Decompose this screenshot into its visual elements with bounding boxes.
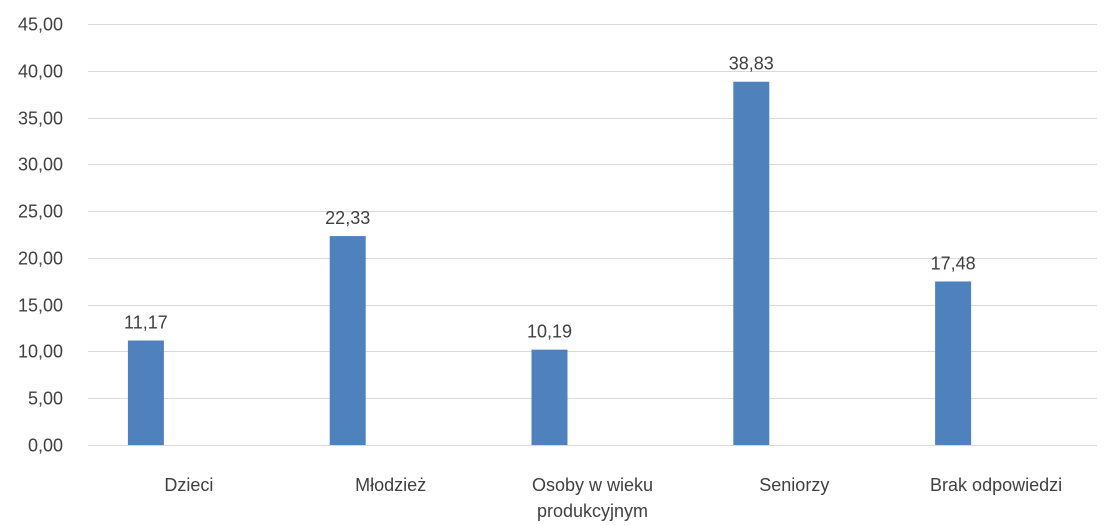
y-tick-label: 0,00 <box>28 436 63 456</box>
data-label: 22,33 <box>325 208 370 228</box>
gridlines <box>88 24 1097 446</box>
y-tick-label: 5,00 <box>28 389 63 409</box>
x-category-label: Dzieci <box>164 475 213 495</box>
bar <box>531 349 568 445</box>
bar <box>733 81 770 445</box>
bar <box>329 236 366 445</box>
y-tick-label: 20,00 <box>18 249 63 269</box>
y-tick-label: 15,00 <box>18 296 63 316</box>
y-tick-label: 35,00 <box>18 109 63 129</box>
x-category-label: Seniorzy <box>759 475 829 495</box>
y-tick-label: 40,00 <box>18 62 63 82</box>
data-label: 17,48 <box>931 253 976 273</box>
bars <box>127 81 972 445</box>
bar <box>127 340 164 445</box>
y-tick-label: 30,00 <box>18 155 63 175</box>
data-label: 10,19 <box>527 322 572 342</box>
x-category-label: Młodzież <box>355 475 426 495</box>
y-tick-label: 25,00 <box>18 202 63 222</box>
data-labels: 11,17 22,33 10,19 38,83 17,48 <box>124 54 976 342</box>
x-category-label: Brak odpowiedzi <box>930 475 1062 495</box>
y-axis-ticks: 0,00 5,00 10,00 15,00 20,00 25,00 30,00 35,00 40… <box>18 15 63 456</box>
x-category-label: Osoby w wieku <box>532 475 653 495</box>
data-label: 38,83 <box>729 54 774 74</box>
x-category-label: produkcyjnym <box>537 501 648 521</box>
x-axis-categories: Dzieci Młodzież Osoby w wieku produkcyjnym S… <box>164 475 1062 521</box>
data-label: 11,17 <box>124 312 168 332</box>
y-tick-label: 45,00 <box>18 15 63 35</box>
y-tick-label: 10,00 <box>18 342 63 362</box>
bar <box>935 281 972 445</box>
